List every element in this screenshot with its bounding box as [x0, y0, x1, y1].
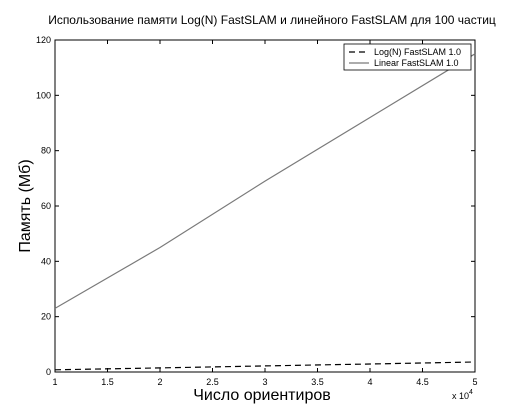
x-axis-multiplier: x 104: [452, 389, 473, 401]
chart-title: Использование памяти Log(N) FastSLAM и л…: [48, 13, 496, 27]
y-tick-label: 80: [41, 146, 51, 156]
x-tick-label: 4: [367, 377, 372, 387]
y-tick-label: 20: [41, 312, 51, 322]
x-tick-label: 2: [157, 377, 162, 387]
series-line: [54, 361, 476, 371]
y-tick-label: 100: [36, 90, 51, 100]
x-tick-label: 3.5: [311, 377, 324, 387]
y-tick-label: 0: [46, 367, 51, 377]
series-line: [54, 53, 476, 309]
legend-box: [343, 43, 472, 71]
x-tick-label: 5: [472, 377, 477, 387]
y-axis-label: Память (Мб): [17, 159, 34, 252]
y-tick-label: 60: [41, 201, 51, 211]
x-tick-label: 1.5: [101, 377, 114, 387]
y-tick-label: 40: [41, 256, 51, 266]
x-multiplier-exponent: 4: [469, 389, 473, 396]
legend-entry: Linear FastSLAM 1.0: [374, 58, 459, 68]
x-tick-label: 2.5: [206, 377, 219, 387]
x-axis-label: Число ориентиров: [193, 387, 331, 404]
x-tick-label: 3: [262, 377, 267, 387]
x-tick-label: 4.5: [416, 377, 429, 387]
legend-entry: Log(N) FastSLAM 1.0: [374, 47, 461, 57]
plot-frame: [54, 39, 476, 373]
y-tick-label: 120: [36, 35, 51, 45]
x-multiplier-base: x 10: [452, 391, 469, 401]
plot-area: 1 1.5 2 2.5 3 3.5 4 4.5 5 0 20 40 60 80 100 120 Log(N) F…: [36, 35, 478, 387]
x-tick-label: 1: [52, 377, 57, 387]
